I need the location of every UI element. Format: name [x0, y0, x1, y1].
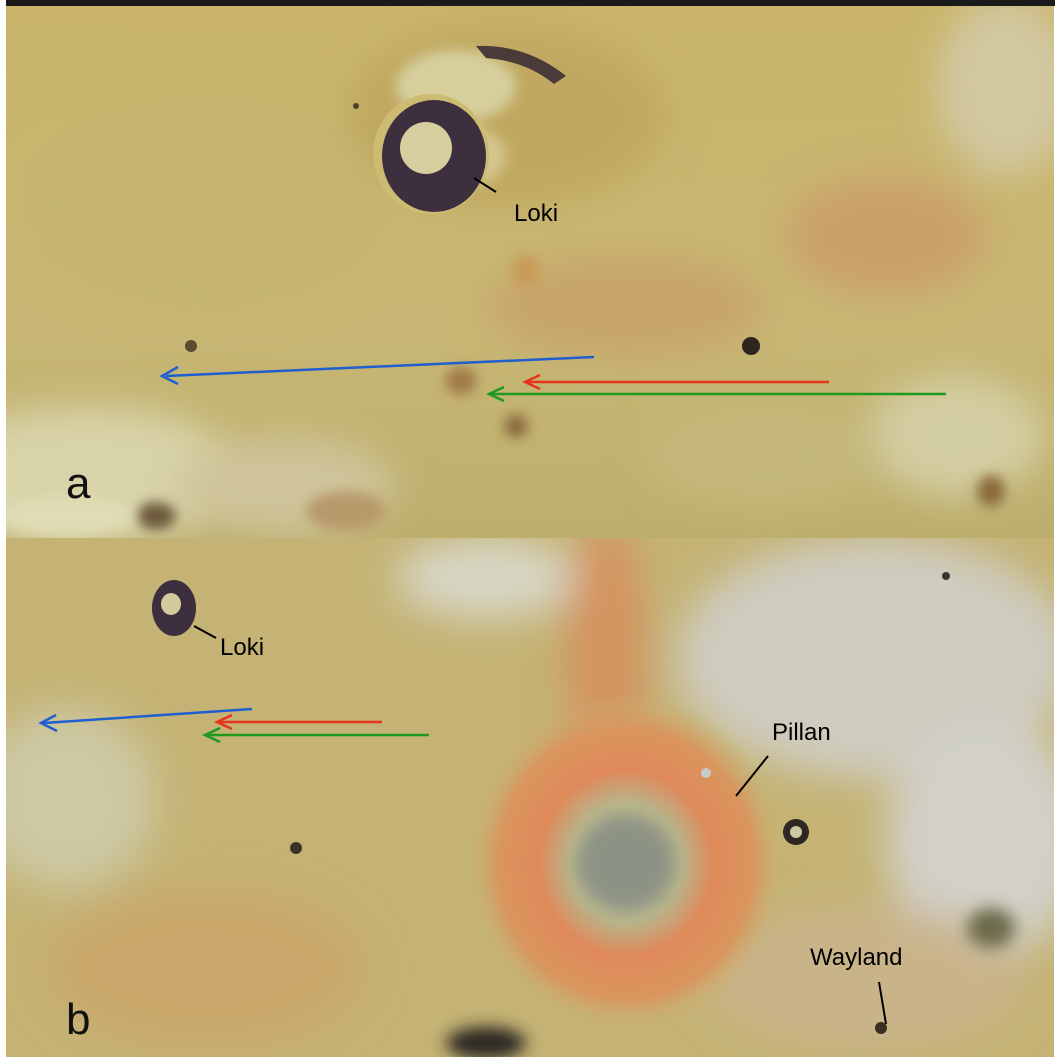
- red-arrow: [214, 713, 382, 731]
- terrain-image-b: [6, 538, 1054, 1057]
- loki-label-b: Loki: [220, 634, 265, 661]
- arrow-overlay-a: [159, 177, 946, 403]
- green-arrow: [202, 726, 429, 744]
- loki-label-a: Loki: [514, 200, 559, 227]
- loki-leader-line-a: [473, 177, 497, 193]
- arrow-overlay-b: [38, 625, 887, 1025]
- blue-arrow: [159, 355, 595, 386]
- terrain-image-a: [6, 6, 1054, 538]
- green-arrow: [486, 385, 946, 403]
- panel-label-a: a: [66, 459, 91, 508]
- loki-leader-line-b: [193, 625, 217, 639]
- wayland-label: Wayland: [810, 944, 903, 971]
- wayland-leader-line: [878, 981, 887, 1025]
- blue-arrow: [38, 707, 253, 733]
- top-border: [6, 0, 1055, 6]
- panel-a: Loki a: [6, 6, 1054, 538]
- panel-b: Loki Pillan Wayland b: [6, 538, 1054, 1057]
- red-arrow: [522, 373, 829, 391]
- panel-label-b: b: [66, 995, 91, 1044]
- pillan-label: Pillan: [772, 719, 831, 746]
- pillan-leader-line: [735, 755, 769, 797]
